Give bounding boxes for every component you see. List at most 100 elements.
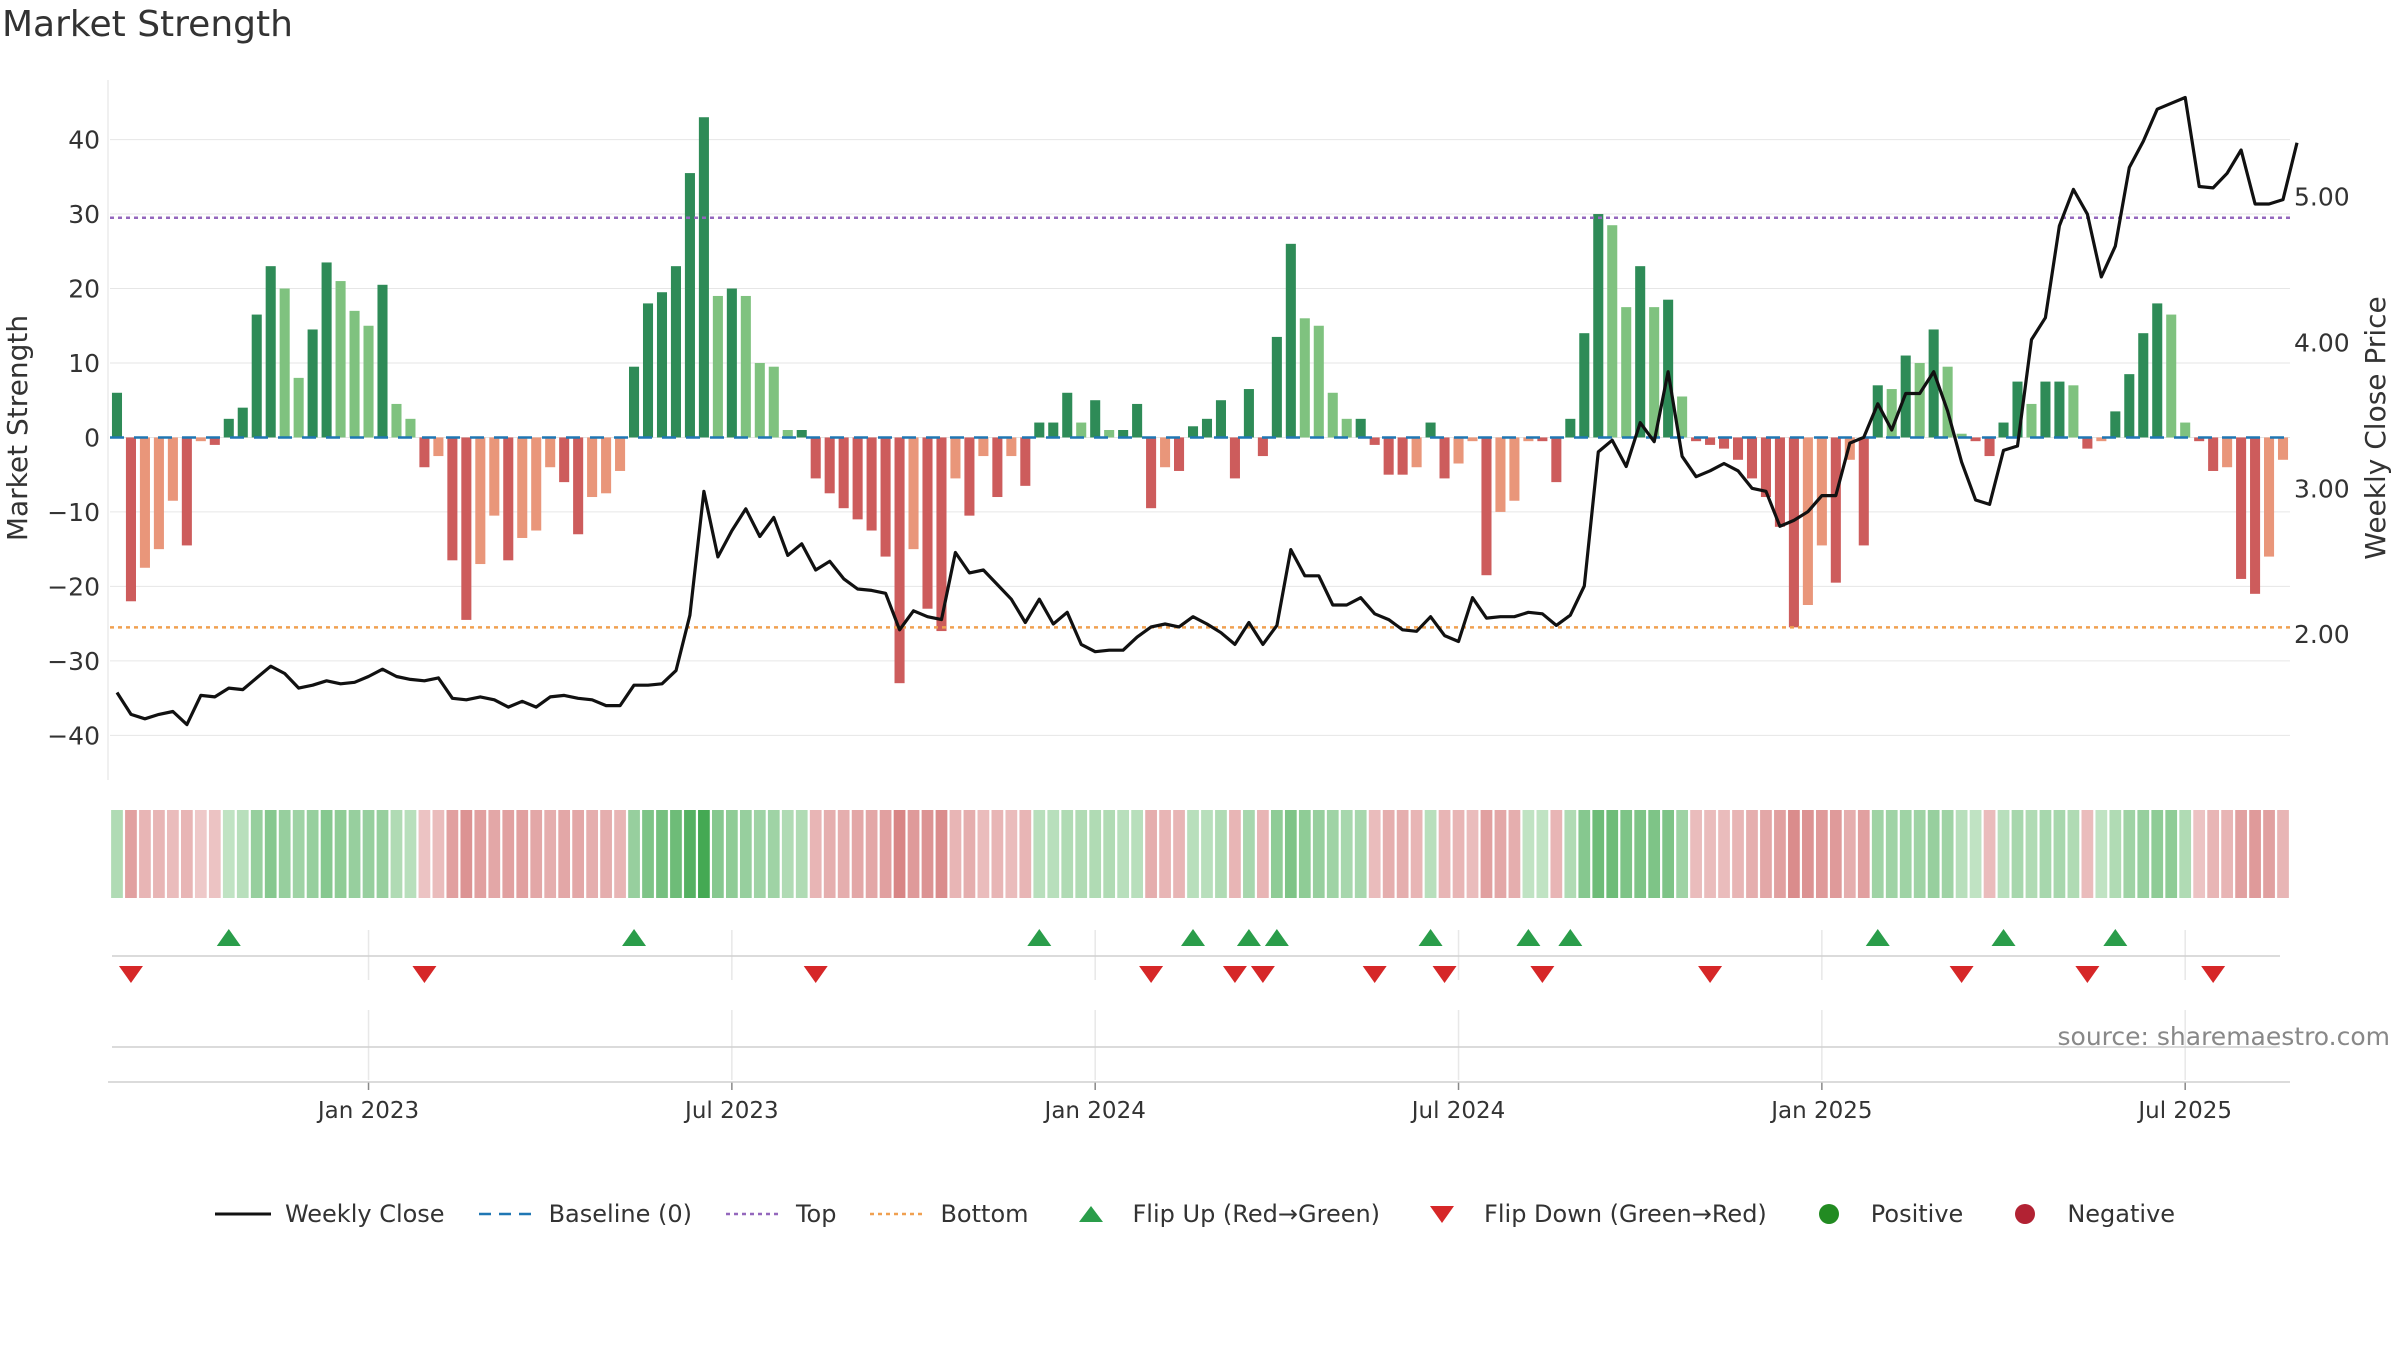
heat-strip-cell bbox=[1857, 810, 1870, 898]
strength-bar bbox=[1229, 437, 1240, 479]
strength-bar bbox=[1886, 389, 1897, 438]
strength-bar bbox=[1020, 437, 1031, 486]
heat-strip-cell bbox=[1662, 810, 1675, 898]
heat-strip-cell bbox=[1312, 810, 1325, 898]
strength-bar bbox=[321, 262, 332, 438]
heat-strip-cell bbox=[1969, 810, 1982, 898]
strength-bar bbox=[936, 437, 947, 632]
flip-down-marker bbox=[118, 966, 143, 983]
strength-bar bbox=[684, 173, 695, 438]
strength-bar bbox=[405, 418, 416, 438]
strength-bar bbox=[1355, 418, 1366, 438]
heat-strip-cell bbox=[935, 810, 948, 898]
strength-bar bbox=[2054, 381, 2065, 438]
legend: Weekly Close Baseline (0) Top Bottom Flip Up… bbox=[0, 1200, 2400, 1228]
page-title: Market Strength bbox=[2, 4, 293, 45]
strength-bar bbox=[587, 437, 598, 498]
strength-bar bbox=[1006, 437, 1017, 457]
strength-bar bbox=[531, 437, 542, 531]
strength-bar bbox=[824, 437, 835, 494]
strength-bar bbox=[866, 437, 877, 531]
heat-strip-cell bbox=[1298, 810, 1311, 898]
heat-strip-cell bbox=[208, 810, 221, 898]
heat-strip-cell bbox=[1508, 810, 1521, 898]
strength-bar bbox=[181, 437, 192, 546]
strength-bar bbox=[852, 437, 863, 520]
strength-bar bbox=[1774, 437, 1785, 527]
strength-bar bbox=[1160, 437, 1171, 468]
heat-strip-cell bbox=[488, 810, 501, 898]
x-tick-label: Jan 2025 bbox=[1769, 1098, 1872, 1124]
heat-strip-cell bbox=[1843, 810, 1856, 898]
legend-swatch-bottom-icon bbox=[870, 1212, 927, 1216]
heat-strip-cell bbox=[1187, 810, 1199, 898]
strength-bar bbox=[1607, 225, 1618, 438]
strength-bar bbox=[139, 437, 150, 568]
strength-bar bbox=[922, 437, 933, 609]
y-tick-label: 0 bbox=[84, 423, 100, 452]
strength-bar bbox=[2040, 381, 2051, 438]
strength-bar bbox=[2096, 437, 2107, 442]
flip-up-marker bbox=[622, 929, 647, 946]
heat-strip-cell bbox=[2249, 810, 2261, 898]
heat-strip-cell bbox=[2193, 810, 2206, 898]
strength-bar bbox=[125, 437, 136, 602]
heat-strip-cell bbox=[907, 810, 920, 898]
heat-strip-cell bbox=[460, 810, 473, 898]
heat-strip-cell bbox=[2179, 810, 2192, 898]
heat-strip-cell bbox=[851, 810, 864, 898]
heat-strip-cell bbox=[1983, 810, 1996, 898]
heat-strip-cell bbox=[2039, 810, 2052, 898]
strength-bar bbox=[1788, 437, 1799, 628]
strength-bar bbox=[1201, 418, 1213, 438]
flip-up-marker bbox=[1418, 929, 1443, 946]
heat-strip-cell bbox=[1802, 810, 1814, 898]
heat-strip-cell bbox=[2137, 810, 2150, 898]
strength-bar bbox=[1970, 437, 1981, 442]
strength-bar bbox=[1369, 437, 1380, 445]
strength-bar bbox=[1411, 437, 1422, 468]
heat-strip-cell bbox=[432, 810, 445, 898]
y-tick-label: 30 bbox=[68, 200, 100, 229]
heat-strip-cell bbox=[1536, 810, 1549, 898]
strength-bar bbox=[349, 310, 360, 438]
flip-up-marker bbox=[1236, 929, 1261, 946]
flip-down-marker bbox=[1432, 966, 1457, 983]
heat-strip-cell bbox=[153, 810, 165, 898]
heat-strip-cell bbox=[1159, 810, 1171, 898]
heat-strip-cell bbox=[1550, 810, 1563, 898]
y-tick-label: 20 bbox=[68, 275, 100, 304]
strength-bar bbox=[2180, 422, 2191, 438]
flip-down-marker bbox=[2201, 966, 2226, 983]
flip-up-marker bbox=[1264, 929, 1289, 946]
heat-strip-cell bbox=[1899, 810, 1912, 898]
heat-strip-cell bbox=[600, 810, 612, 898]
flip-down-marker bbox=[1530, 966, 1555, 983]
flip-up-marker bbox=[2103, 929, 2128, 946]
legend-label: Baseline (0) bbox=[548, 1200, 692, 1228]
strength-bar bbox=[419, 437, 430, 468]
strength-bar bbox=[2194, 437, 2205, 442]
strength-bar bbox=[195, 437, 206, 442]
strength-bar bbox=[1746, 437, 1758, 479]
heat-strip-cell bbox=[823, 810, 836, 898]
heat-strip-cell bbox=[1396, 810, 1409, 898]
heat-strip-cell bbox=[1382, 810, 1395, 898]
flip-down-marker bbox=[1362, 966, 1387, 983]
flip-up-marker bbox=[1516, 929, 1541, 946]
strength-bar bbox=[1565, 418, 1576, 438]
strength-bar bbox=[2277, 437, 2289, 460]
legend-swatch-close-icon bbox=[214, 1212, 271, 1216]
legend-item-positive: Positive bbox=[1799, 1200, 1963, 1228]
strength-bar bbox=[1732, 437, 1744, 460]
timeline-axis: Jan 2023 Jul 2023 Jan 2024 Jul 2024 Jan 2025… bbox=[108, 930, 2290, 1124]
strength-bar bbox=[1691, 437, 1702, 442]
strength-bar bbox=[768, 366, 779, 438]
strength-heat-strip bbox=[111, 810, 2289, 898]
heat-strip-cell bbox=[2277, 810, 2289, 898]
strength-bar bbox=[1509, 437, 1520, 501]
heat-strip-cell bbox=[809, 810, 822, 898]
strength-bar bbox=[894, 437, 905, 684]
heat-strip-cell bbox=[1005, 810, 1018, 898]
strength-bar bbox=[670, 266, 681, 438]
